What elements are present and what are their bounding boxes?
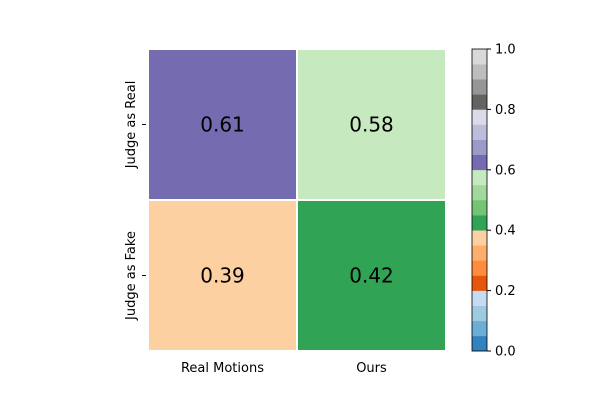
x-axis: Real Motions Ours (181, 361, 387, 376)
colorbar-segment-8 (472, 215, 487, 231)
colorbar-segment-13 (472, 139, 487, 155)
heatmap-cells: 0.61 0.58 0.39 0.42 (149, 50, 445, 350)
heatmap-cell-0-1 (298, 50, 445, 199)
y-tick-label-1: Judge as Fake (124, 231, 139, 321)
cell-value-label-0-1: 0.58 (349, 113, 394, 137)
colorbar-segment-10 (472, 184, 487, 201)
colorbar-segment-1 (472, 320, 487, 337)
colorbar-tick-label-3: 0.6 (495, 163, 516, 178)
colorbar-segment-15 (472, 109, 487, 125)
x-tick-label-1: Ours (356, 361, 387, 376)
colorbar-segment-2 (472, 305, 487, 322)
heatmap-cell-1-1 (298, 201, 445, 350)
colorbar-segment-12 (472, 154, 487, 171)
colorbar-tick-label-2: 0.4 (495, 224, 516, 239)
colorbar-segment-19 (472, 49, 487, 65)
colorbar-segment-18 (472, 64, 487, 80)
colorbar-segment-4 (472, 275, 487, 291)
heatmap-cell-0-0 (149, 50, 296, 199)
colorbar-segment-14 (472, 124, 487, 140)
colorbar-segment-3 (472, 290, 487, 306)
colorbar: 0.0 0.2 0.4 0.6 0.8 1.0 (471, 43, 516, 360)
colorbar-segment-5 (472, 260, 487, 276)
colorbar-segment-11 (472, 169, 487, 186)
colorbar-segment-9 (472, 200, 487, 216)
y-axis: Judge as Real Judge as Fake (124, 81, 146, 321)
colorbar-frame (471, 48, 488, 352)
y-tick-label-0: Judge as Real (124, 81, 139, 170)
colorbar-segment-6 (472, 245, 487, 261)
cell-value-label-0-0: 0.61 (200, 113, 245, 137)
colorbar-tick-label-0: 0.0 (495, 345, 516, 360)
heatmap-cell-1-0 (149, 201, 296, 350)
colorbar-tick-label-5: 1.0 (495, 43, 516, 58)
x-tick-label-0: Real Motions (181, 361, 264, 376)
colorbar-segment-17 (472, 79, 487, 95)
colorbar-tick-label-1: 0.2 (495, 284, 516, 299)
colorbar-segment-16 (472, 94, 487, 110)
cell-value-label-1-0: 0.39 (200, 264, 245, 288)
cell-value-label-1-1: 0.42 (349, 264, 394, 288)
colorbar-tick-label-4: 0.8 (495, 103, 516, 118)
colorbar-segment-7 (472, 230, 487, 246)
colorbar-segment-0 (472, 335, 487, 352)
